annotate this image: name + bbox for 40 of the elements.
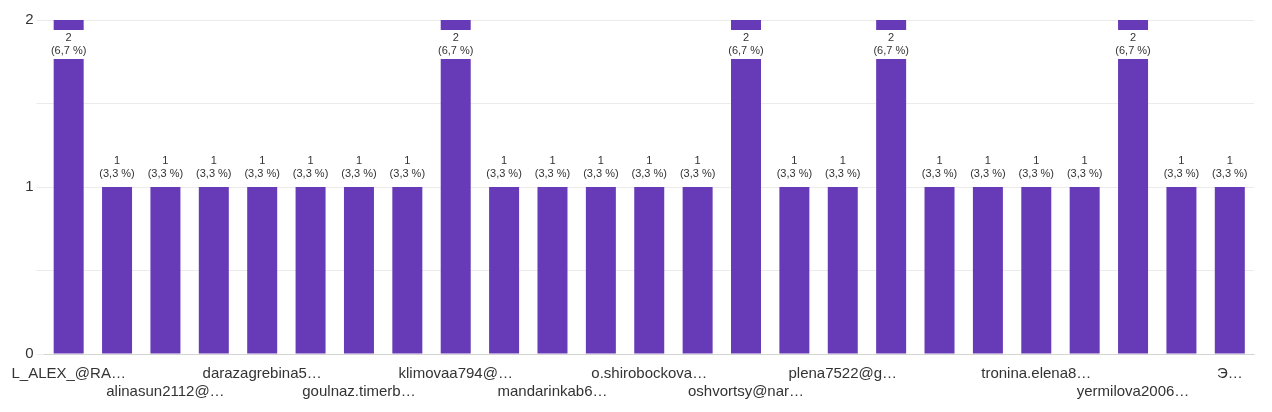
data-label: 1 (3,3 %) [776, 153, 813, 179]
data-label: 1 (3,3 %) [99, 153, 135, 179]
data-label: 1 (3,3 %) [389, 153, 426, 179]
x-tick-label: Э… [1216, 364, 1243, 382]
data-label: 1 (3,3 %) [970, 153, 1006, 179]
x-tick-label: klimovaa794@… [398, 364, 513, 382]
data-label: 1 (3,3 %) [1163, 153, 1200, 179]
data-label: 1 (3,3 %) [244, 153, 280, 179]
data-label: 1 (3,3 %) [147, 153, 184, 179]
data-label: 1 (3,3 %) [583, 153, 619, 179]
y-tick-label: 2 [25, 10, 34, 28]
x-tick-label: plena7522@g… [788, 364, 898, 382]
x-tick-label: yermilova2006… [1076, 382, 1190, 400]
data-label: 1 (3,3 %) [341, 153, 377, 179]
data-label: 2 (6,7 %) [873, 30, 909, 56]
data-label: 2 (6,7 %) [1115, 30, 1151, 56]
x-tick-label: tronina.elena8… [981, 364, 1092, 382]
data-label: 2 (6,7 %) [728, 30, 764, 56]
x-tick-label: mandarinkab6… [497, 382, 608, 400]
x-tick-label: darazagrebina5… [202, 364, 322, 382]
data-label: 2 (6,7 %) [437, 30, 474, 56]
x-tick-label: oshvortsy@nar… [687, 382, 805, 400]
data-label: 1 (3,3 %) [1212, 153, 1248, 179]
data-label: 1 (3,3 %) [679, 153, 716, 179]
y-tick-label: 1 [25, 177, 34, 195]
data-label: 1 (3,3 %) [292, 153, 329, 179]
x-tick-label: goulnaz.timerb… [302, 382, 416, 400]
data-label: 1 (3,3 %) [486, 153, 522, 179]
y-tick-label: 0 [25, 344, 34, 362]
x-tick-label: L_ALEX_@RA… [11, 364, 126, 382]
data-label: 1 (3,3 %) [1018, 153, 1055, 179]
data-label: 1 (3,3 %) [921, 153, 958, 179]
data-label: 1 (3,3 %) [1066, 153, 1103, 179]
data-label: 1 (3,3 %) [196, 153, 232, 179]
x-tick-label: o.shirobockova… [591, 364, 708, 382]
data-label: 1 (3,3 %) [534, 153, 571, 179]
data-label: 1 (3,3 %) [825, 153, 861, 179]
data-label: 2 (6,7 %) [50, 30, 87, 56]
data-label: 1 (3,3 %) [631, 153, 667, 179]
x-tick-label: alinasun2112@… [106, 382, 225, 400]
